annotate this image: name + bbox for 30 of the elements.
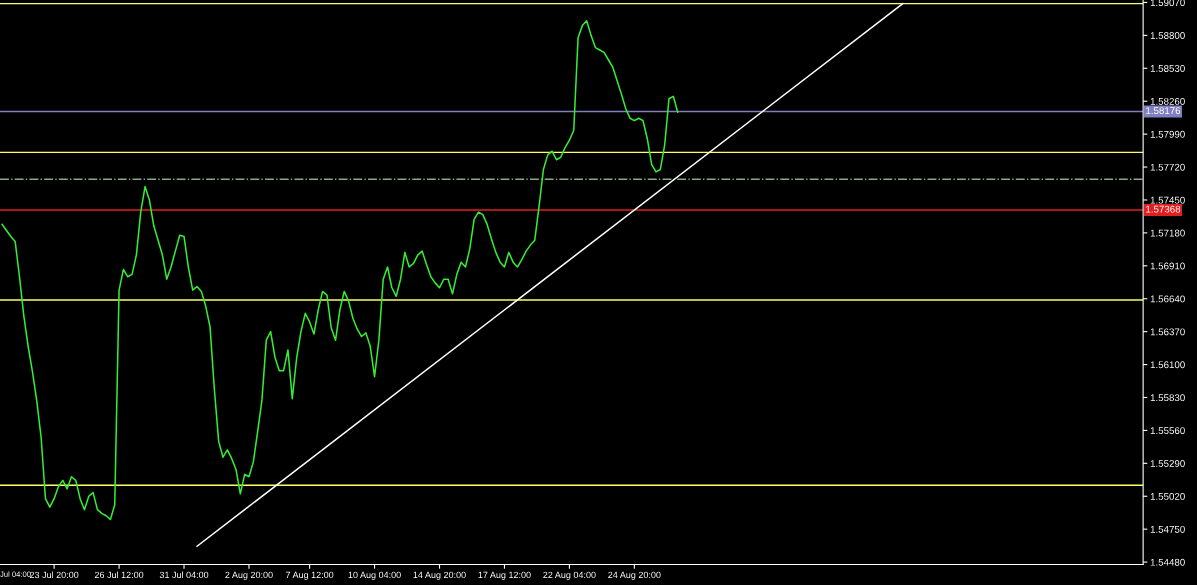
y-tick-label: 1.54750 (1150, 525, 1185, 533)
y-tick-label: 1.57990 (1150, 130, 1185, 138)
y-tick-label: 1.55560 (1150, 427, 1185, 435)
y-tick-label: 1.56100 (1150, 361, 1185, 369)
y-tick-label: 1.55830 (1150, 394, 1185, 402)
line-series (1, 19, 679, 521)
y-tick-label: 1.56370 (1150, 328, 1185, 336)
y-tick-label: 1.57450 (1150, 196, 1185, 204)
y-tick-label: 1.58530 (1150, 65, 1185, 72)
x-tick-label: 24 Aug 20:00 (608, 571, 661, 580)
y-tick-label: 1.58800 (1150, 32, 1185, 39)
y-tick-label: 1.57180 (1150, 229, 1185, 237)
x-tick-label: 17 Aug 12:00 (478, 571, 531, 580)
x-tick-label: 31 Jul 04:00 (159, 571, 209, 579)
y-tick-label: 1.55020 (1150, 492, 1185, 500)
x-tick-label: 26 Jul 12:00 (94, 571, 144, 579)
y-tick-label: 1.58260 (1150, 97, 1185, 105)
x-tick-label: 14 Aug 20:00 (413, 571, 466, 580)
y-tick-label: 1.57720 (1150, 163, 1185, 171)
x-tick-label: 10 Aug 04:00 (348, 571, 401, 580)
y-tick-label: 1.54480 (1150, 558, 1185, 566)
x-tick-label: 22 Aug 04:00 (543, 571, 596, 580)
ref-line-label: 1.58176 (1146, 107, 1181, 115)
y-tick-label: 1.55290 (1150, 460, 1185, 467)
x-tick-label: 2 Aug 20:00 (225, 571, 273, 580)
y-tick-label: 1.56640 (1150, 295, 1185, 303)
ref-line-label: 1.57368 (1146, 205, 1181, 213)
x-tick-label: 7 Aug 12:00 (285, 571, 334, 580)
y-tick-label: 1.56910 (1150, 262, 1185, 270)
y-tick-label: 1.59070 (1150, 0, 1185, 7)
